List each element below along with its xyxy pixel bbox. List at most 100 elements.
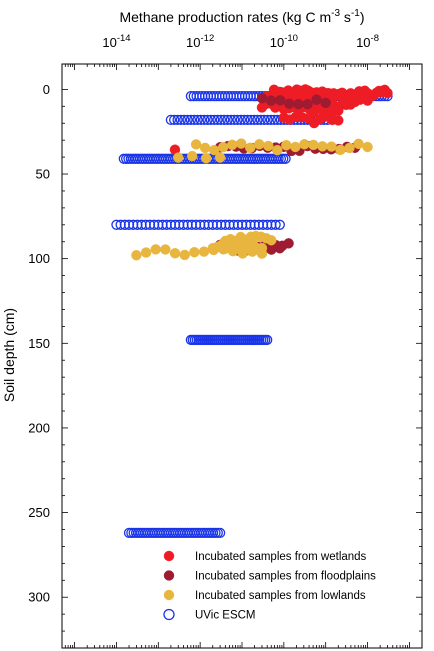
- data-point: [281, 140, 292, 151]
- data-point: [242, 114, 253, 126]
- data-point: [256, 248, 268, 259]
- data-point: [265, 114, 276, 126]
- data-point: [245, 142, 256, 154]
- data-point: [237, 248, 248, 259]
- data-point: [212, 114, 223, 126]
- data-point: [326, 141, 337, 152]
- legend-marker: [163, 550, 175, 562]
- legend-label: Incubated samples from wetlands: [195, 551, 367, 563]
- data-point: [302, 99, 313, 110]
- data-point: [333, 115, 344, 126]
- data-point: [173, 152, 184, 163]
- data-point: [202, 114, 213, 126]
- data-point: [274, 219, 285, 230]
- data-point: [335, 144, 346, 156]
- data-point: [226, 139, 238, 151]
- legend-label: Incubated samples from lowlands: [195, 590, 366, 602]
- data-point: [205, 114, 217, 126]
- data-point: [265, 95, 277, 106]
- data-point: [187, 150, 198, 162]
- data-point: [274, 243, 285, 254]
- x-tick-mantissa: 10: [186, 35, 200, 50]
- data-point: [179, 249, 190, 261]
- data-point: [362, 95, 373, 106]
- data-point: [217, 142, 229, 153]
- legend-marker: [163, 570, 175, 581]
- data-point: [263, 140, 274, 152]
- data-point: [195, 114, 207, 126]
- data-point: [199, 114, 210, 126]
- data-point: [274, 95, 286, 106]
- data-point: [311, 94, 322, 105]
- data-point: [182, 114, 193, 126]
- data-point: [169, 114, 180, 126]
- legend: Incubated samples from wetlands Incubated…: [163, 550, 376, 622]
- chart-title-end: ): [360, 9, 365, 25]
- data-point: [199, 142, 211, 154]
- data-point: [140, 247, 152, 258]
- legend-label: UVic ESCM: [195, 610, 256, 622]
- legend-marker: [163, 608, 175, 621]
- data-point: [215, 114, 227, 126]
- y-tick-label: 200: [28, 420, 50, 435]
- data-point: [169, 248, 181, 259]
- data-point: [247, 246, 258, 257]
- data-point: [131, 250, 142, 261]
- data-point: [320, 97, 331, 109]
- data-point: [317, 141, 328, 152]
- y-tick-label: 150: [28, 336, 50, 351]
- data-point: [333, 105, 344, 116]
- data-point: [283, 238, 294, 249]
- data-point: [284, 98, 295, 109]
- data-point: [218, 244, 229, 255]
- data-point: [308, 139, 319, 151]
- data-point: [293, 98, 304, 110]
- chart-title-main: Methane production rates (kg C m: [119, 9, 331, 25]
- data-point: [150, 244, 161, 255]
- data-point: [256, 93, 268, 104]
- chart-title-exp2: -1: [351, 8, 360, 19]
- data-point: [270, 219, 281, 230]
- data-point: [255, 114, 266, 126]
- y-tick-label: 100: [28, 251, 50, 266]
- data-point: [200, 153, 212, 164]
- data-point: [192, 114, 203, 126]
- data-point: [189, 114, 200, 126]
- data-point: [208, 244, 219, 256]
- data-point: [272, 144, 283, 156]
- data-point: [254, 139, 265, 150]
- legend-label: Incubated samples from floodplains: [195, 571, 376, 583]
- y-axis-label: Soil depth (cm): [1, 308, 17, 402]
- data-point: [227, 245, 239, 257]
- data-point: [262, 114, 273, 126]
- data-point: [259, 114, 270, 126]
- data-point: [229, 114, 240, 126]
- x-tick-label: 10-10: [270, 33, 298, 50]
- data-point: [268, 114, 280, 126]
- x-tick-mantissa: 10: [356, 35, 370, 50]
- data-point: [299, 139, 310, 150]
- data-point: [252, 114, 263, 126]
- data-point: [382, 87, 393, 99]
- x-tick-exponent: -14: [117, 33, 131, 44]
- data-point: [185, 114, 197, 126]
- x-tick-label: 10-14: [102, 33, 130, 50]
- y-tick-label: 250: [28, 505, 50, 520]
- data-point: [236, 138, 247, 149]
- data-point: [165, 114, 177, 126]
- data-point: [160, 244, 171, 255]
- data-point: [344, 142, 355, 154]
- x-tick-exponent: -8: [371, 33, 379, 44]
- y-tick-label: 0: [43, 82, 50, 97]
- data-point: [189, 246, 200, 258]
- data-point: [362, 141, 373, 153]
- x-tick-mantissa: 10: [102, 35, 116, 50]
- x-tick-exponent: -12: [201, 33, 215, 44]
- data-point: [198, 246, 210, 257]
- chart-title-mid: s: [340, 9, 351, 25]
- data-point: [214, 527, 226, 539]
- data-point: [172, 114, 183, 126]
- data-point: [245, 114, 256, 126]
